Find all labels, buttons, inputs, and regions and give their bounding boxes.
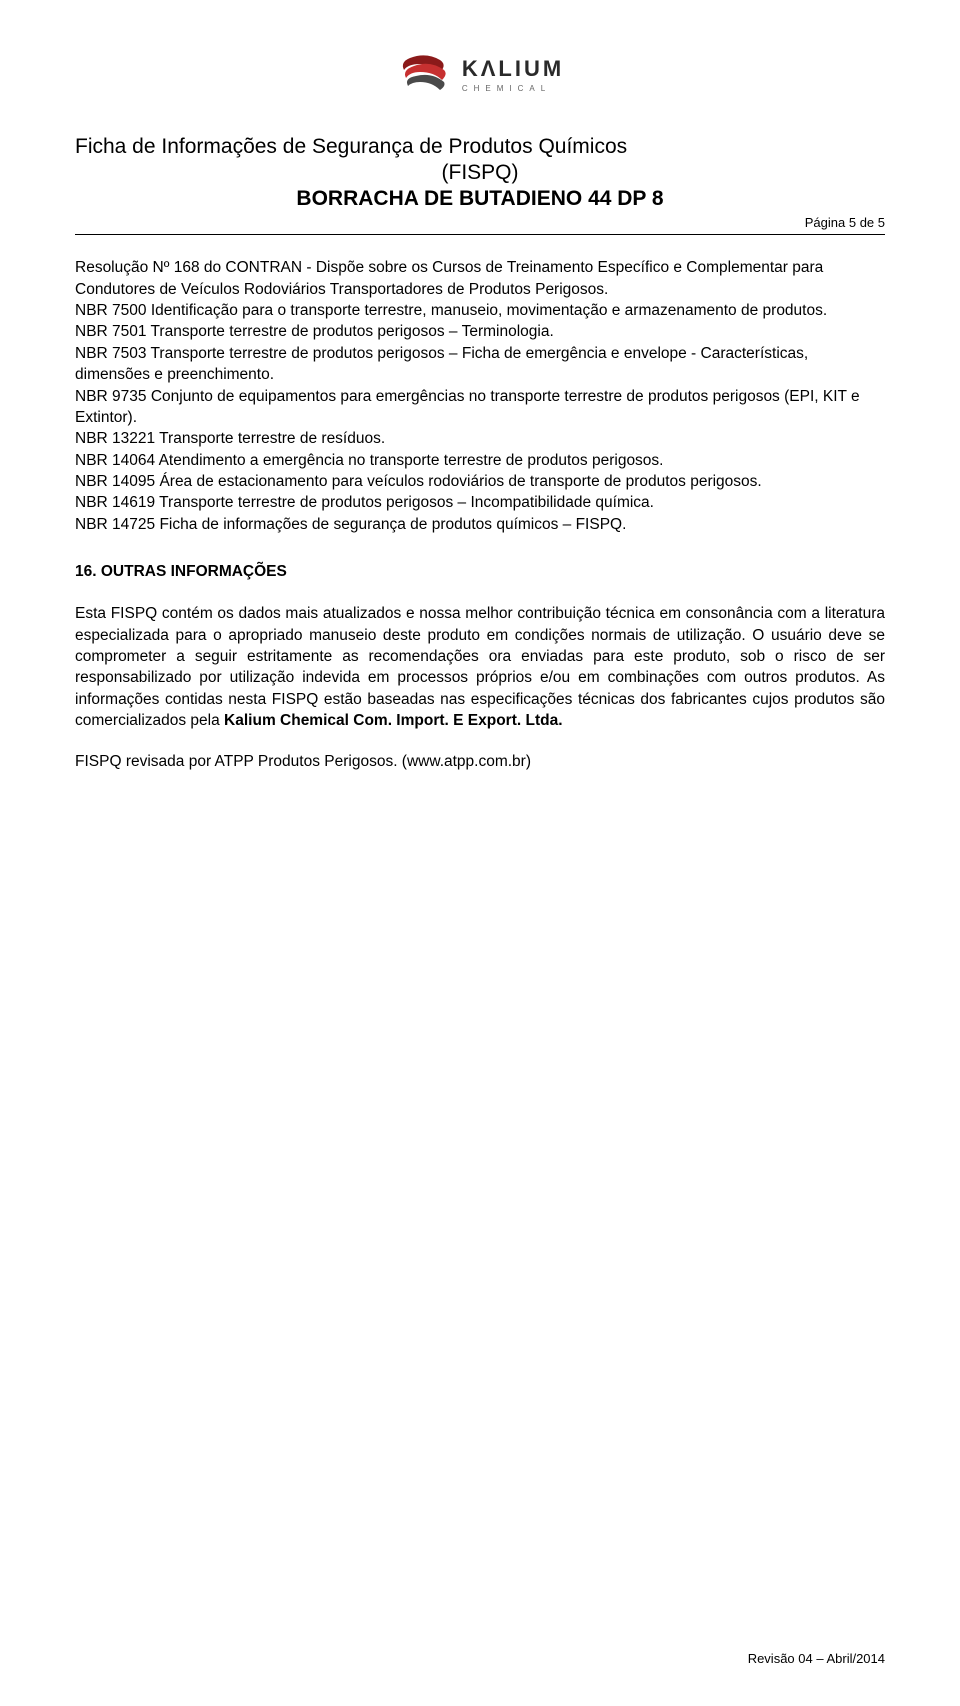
header-divider (75, 234, 885, 235)
section-16-body: Esta FISPQ contém os dados mais atualiza… (75, 603, 885, 731)
doc-subtitle: (FISPQ) (75, 161, 885, 185)
section-16-body-text: Esta FISPQ contém os dados mais atualiza… (75, 605, 885, 729)
logo-brand-text: KΛLIUM (462, 56, 564, 82)
revision-attribution: FISPQ revisada por ATPP Produtos Perigos… (75, 753, 885, 771)
document-header: Ficha de Informações de Segurança de Pro… (75, 133, 885, 230)
regulation-paragraph: NBR 9735 Conjunto de equipamentos para e… (75, 386, 885, 429)
page-indicator: Página 5 de 5 (75, 215, 885, 230)
section-16-company-name: Kalium Chemical Com. Import. E Export. L… (224, 712, 562, 729)
regulation-paragraph: NBR 7500 Identificação para o transporte… (75, 300, 885, 321)
regulation-paragraph: Resolução Nº 168 do CONTRAN - Dispõe sob… (75, 257, 885, 300)
doc-product-name: BORRACHA DE BUTADIENO 44 DP 8 (75, 187, 885, 211)
logo-tagline: CHEMICAL (462, 84, 551, 93)
regulation-paragraph: NBR 7503 Transporte terrestre de produto… (75, 343, 885, 386)
regulation-paragraph: NBR 7501 Transporte terrestre de produto… (75, 321, 885, 342)
regulation-paragraph: NBR 13221 Transporte terrestre de resídu… (75, 428, 885, 449)
regulation-paragraph: NBR 14725 Ficha de informações de segura… (75, 514, 885, 535)
logo-swirl-icon (396, 50, 452, 98)
logo-brand: KΛLIUM CHEMICAL (462, 56, 564, 93)
doc-title-line1: Ficha de Informações de Segurança de Pro… (75, 133, 885, 161)
footer-revision-tag: Revisão 04 – Abril/2014 (748, 1651, 885, 1666)
logo-container: KΛLIUM CHEMICAL (75, 50, 885, 103)
section-16-heading: 16. OUTRAS INFORMAÇÕES (75, 563, 885, 581)
logo: KΛLIUM CHEMICAL (396, 50, 564, 98)
regulations-block: Resolução Nº 168 do CONTRAN - Dispõe sob… (75, 257, 885, 535)
regulation-paragraph: NBR 14064 Atendimento a emergência no tr… (75, 450, 885, 471)
regulation-paragraph: NBR 14619 Transporte terrestre de produt… (75, 492, 885, 513)
regulation-paragraph: NBR 14095 Área de estacionamento para ve… (75, 471, 885, 492)
